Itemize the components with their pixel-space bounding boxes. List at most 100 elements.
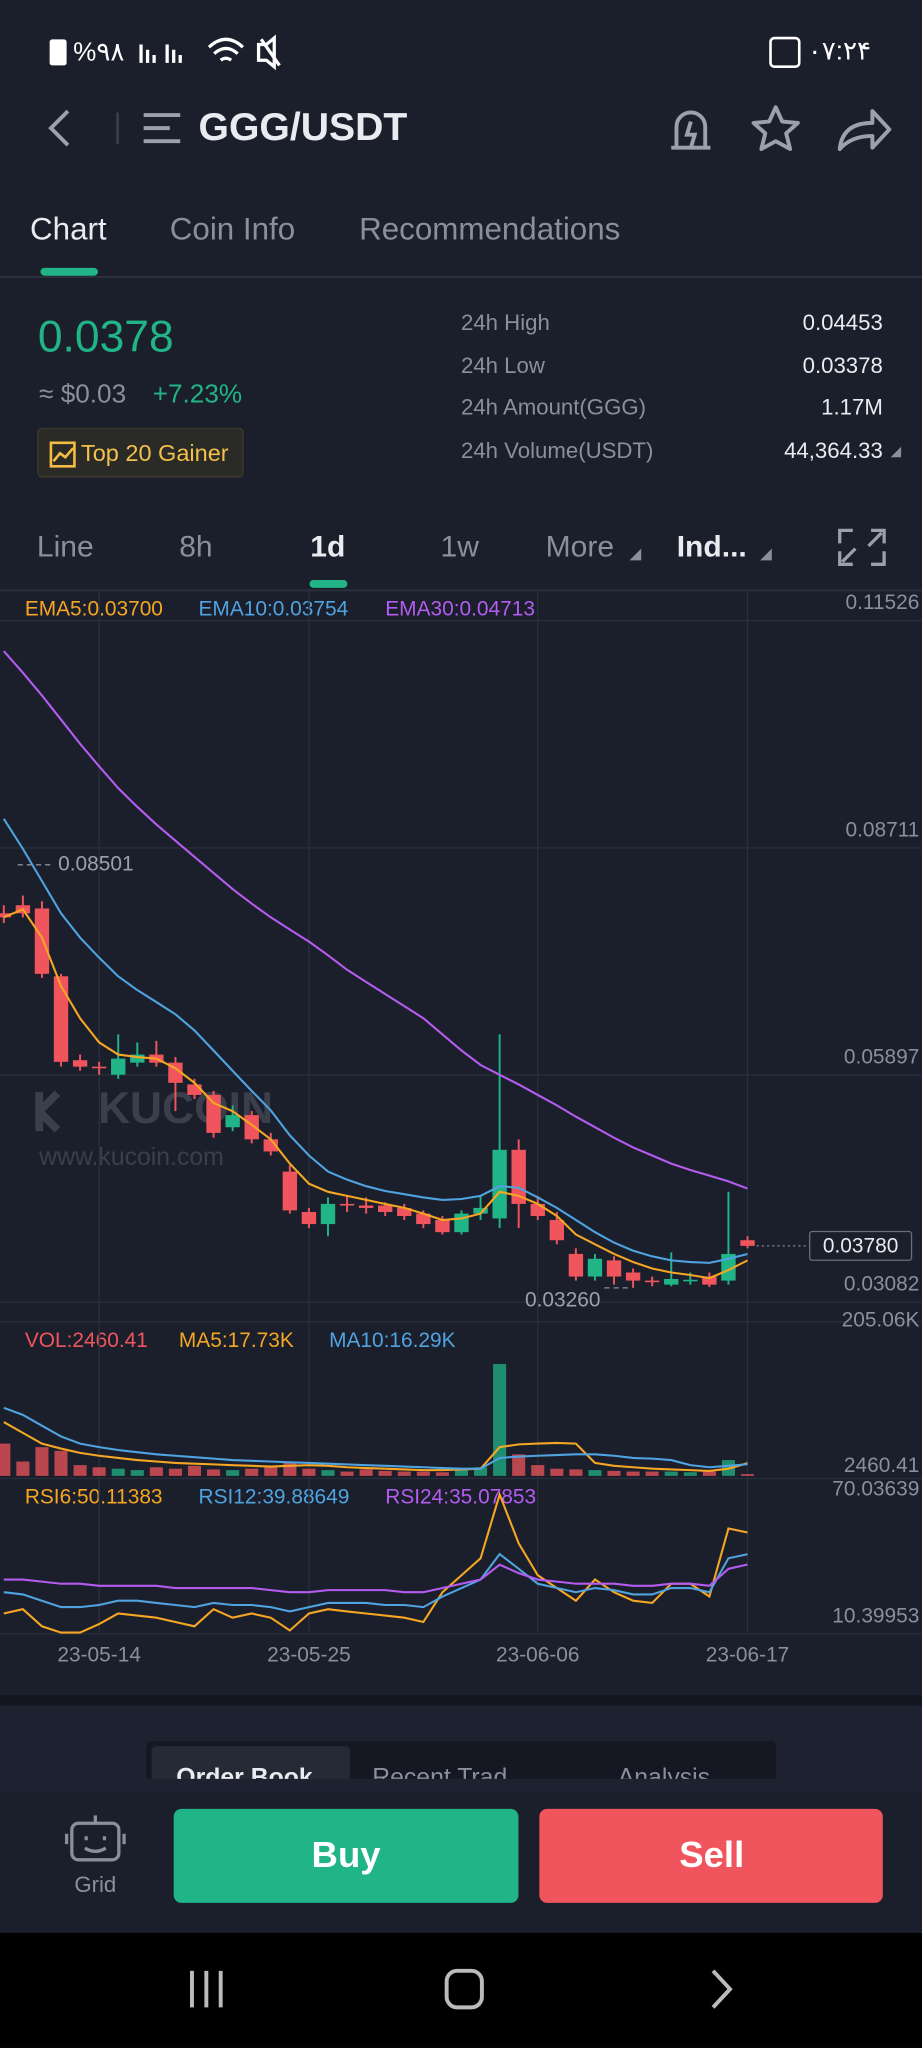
stat-label: 24h Volume(USDT) [461,438,653,463]
grid-icon-detail [64,1815,126,1853]
candle-body [740,1240,755,1246]
legend-entry: MA5:17.73K [179,1329,294,1352]
legend-entry: VOL:2460.41 [25,1329,148,1352]
favorite-button[interactable] [751,105,800,151]
legend-entry: RSI12:39.88649 [199,1486,350,1509]
stat-label: 24h Amount(GGG) [461,395,646,420]
volume-bar [207,1469,221,1476]
volume-bar [111,1468,125,1476]
volume-bar [283,1461,297,1476]
y-tick-label: 2460.41 [844,1454,919,1477]
volume-bar [149,1467,163,1476]
gainer-text: Top 20 Gainer [81,440,229,466]
mute-icon [256,34,281,71]
volume-bar [607,1470,621,1476]
y-tick-label: 0.05897 [844,1046,919,1069]
panel-tab-active [151,1746,350,1779]
back-nav-button[interactable] [711,1969,733,2009]
volume-bar [321,1470,335,1476]
change: +7.23% [153,379,242,409]
y-tick-label: 10.39953 [832,1604,919,1627]
volume-bar [416,1471,430,1476]
volume-bar [645,1471,659,1476]
candle-body [683,1279,698,1282]
gainer-badge[interactable] [37,427,244,478]
chart: 0.03082 0.05897 0.08711 0.11526 23-05-14 23-0… [0,590,922,1667]
tab-indicator [40,267,98,276]
y-tick-label: 0.11526 [845,591,919,614]
fiat-price: ≈ $0.03 [39,379,126,409]
sell-button[interactable] [539,1808,883,1903]
buy-button[interactable] [173,1808,519,1903]
home-button[interactable] [444,1968,484,2010]
volume-bar [474,1467,488,1476]
buy-label[interactable]: Buy [312,1834,382,1875]
watermark-url: www.kucoin.com [38,1144,224,1171]
candle-body [187,1084,202,1095]
candle-body [168,1062,183,1083]
recents-button[interactable] [190,1970,223,2008]
candle-body [473,1207,488,1214]
panel-tab[interactable]: Recent Trad [372,1764,507,1791]
panel-tab[interactable]: Analysis [618,1764,710,1791]
volume-bar [168,1468,182,1476]
candle-body [568,1253,584,1277]
volume-bar [73,1465,87,1476]
last-price-tag [809,1230,913,1261]
legend-entry: RSI6:50.11383 [25,1486,163,1509]
tab[interactable]: Coin Info [170,212,295,247]
stat-value: 1.17M [821,395,883,420]
pair-title: GGG/USDT [199,106,408,149]
candle-body [53,976,69,1062]
panel-tab[interactable]: Order Book [176,1764,313,1791]
volume-bar [378,1470,392,1476]
last-price-label: 0.03780 [823,1235,898,1258]
indicators[interactable]: Ind... [677,531,747,564]
legend-entry: EMA5:0.03700 [25,598,163,621]
interval[interactable]: 8h [179,531,212,564]
translate-icon [769,36,801,69]
grid-label[interactable]: Grid [74,1872,116,1897]
candle-body [206,1094,221,1133]
stat-label: 24h Low [461,353,546,378]
alert-button[interactable] [671,110,711,150]
last-price: 0.0378 [38,312,174,361]
battery-text: %٩٨ [73,37,124,67]
y-tick-label: 70.03639 [832,1478,919,1501]
indicator-line [3,1406,748,1470]
interval[interactable]: More [546,531,614,564]
candle-body [72,1060,88,1067]
interval[interactable]: Line [37,531,94,564]
indicator-line [3,908,748,1280]
volume-bar [340,1471,354,1476]
candle-body [664,1278,679,1285]
candle-body [301,1211,317,1225]
sell-label[interactable]: Sell [679,1834,744,1875]
candle-body [130,1054,145,1063]
interval[interactable]: 1d [310,531,345,564]
volume-bar [569,1469,583,1476]
volume-bar [35,1447,49,1476]
volume-bar [130,1470,144,1476]
volume-bar [302,1468,316,1476]
menu-button[interactable] [143,113,181,144]
tab[interactable]: Chart [30,212,107,247]
volume-bar [435,1472,449,1476]
candle-body [530,1203,545,1217]
fullscreen-button[interactable] [838,528,886,566]
dropdown-icon [760,548,772,561]
interval[interactable]: 1w [441,531,480,564]
back-button[interactable] [48,109,70,147]
legend-entry: EMA30:0.04713 [385,598,535,621]
indicator-line [3,1563,748,1594]
share-button[interactable] [837,109,892,151]
y-tick-label: 0.08711 [845,818,919,841]
stat-value: 0.04453 [803,310,883,335]
gainer-icon [49,441,76,468]
tab[interactable]: Recommendations [359,212,620,247]
stat-label: 24h High [461,310,550,335]
indicator-line [3,1491,748,1634]
volume-bar [16,1461,30,1476]
